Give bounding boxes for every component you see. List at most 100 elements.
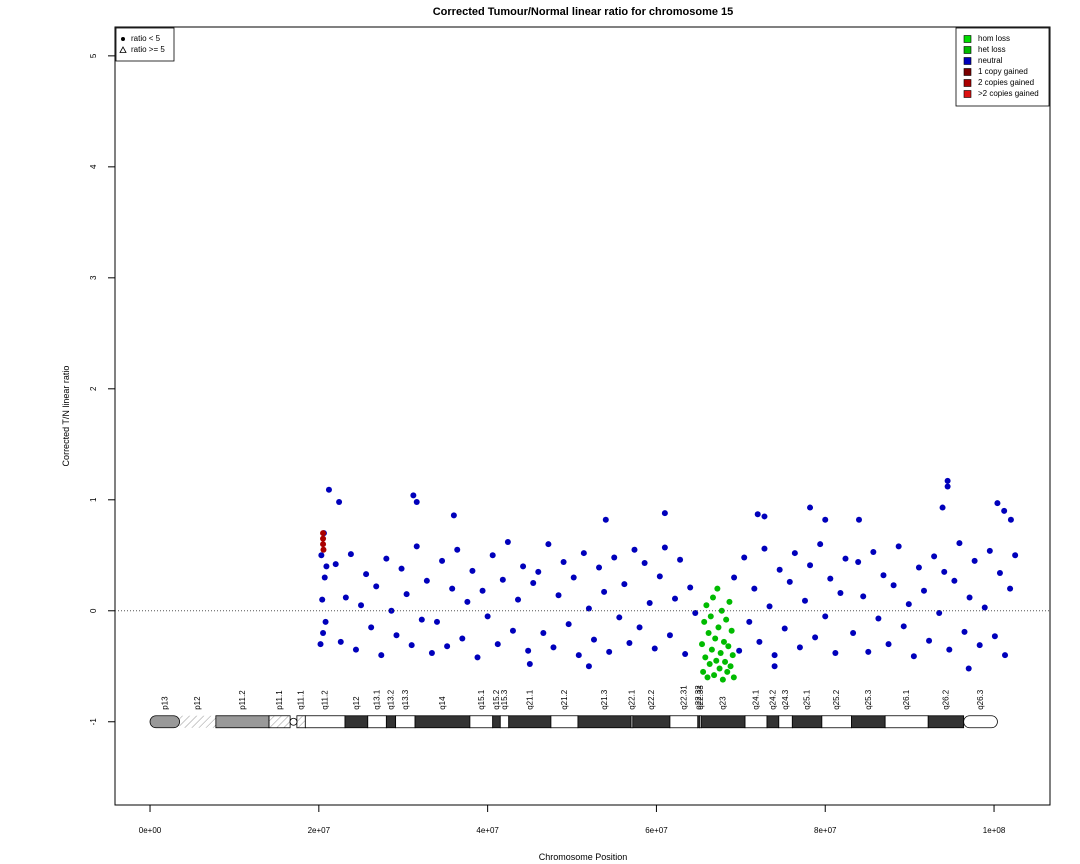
x-tick-label: 8e+07 (814, 826, 837, 835)
legend-swatch (963, 90, 972, 98)
data-point (875, 615, 882, 622)
legend-label: het loss (978, 45, 1006, 54)
band-label: q13.1 (373, 689, 382, 710)
data-point (636, 624, 643, 631)
data-point (352, 646, 359, 653)
ideogram-band (499, 715, 510, 729)
data-point (373, 583, 380, 590)
data-point (711, 672, 718, 679)
legend-label: hom loss (978, 34, 1010, 43)
data-point (504, 538, 511, 545)
data-point (383, 555, 390, 562)
data-point (320, 535, 327, 542)
shape-legend-box (115, 27, 175, 62)
data-point (444, 643, 451, 650)
data-point (724, 668, 731, 675)
data-point (585, 605, 592, 612)
legend-label: neutral (978, 56, 1003, 65)
data-point (870, 548, 877, 555)
legend-label: 2 copies gained (978, 78, 1034, 87)
data-point (393, 632, 400, 639)
band-label: q22.2 (647, 689, 656, 710)
legend-label: ratio < 5 (131, 34, 161, 43)
data-point (641, 560, 648, 567)
data-point (981, 604, 988, 611)
band-label: q15.3 (500, 689, 509, 710)
data-point (590, 636, 597, 643)
data-point (672, 595, 679, 602)
data-point (601, 588, 608, 595)
data-point (723, 616, 730, 623)
legend-label: >2 copies gained (978, 89, 1039, 98)
data-point (944, 483, 951, 490)
data-point (961, 628, 968, 635)
band-label: q13.2 (386, 689, 395, 710)
band-label: q15.1 (477, 689, 486, 710)
band-label: q22.1 (627, 689, 636, 710)
data-point (865, 648, 872, 655)
data-point (837, 590, 844, 597)
data-point (716, 665, 723, 672)
ideogram-band (744, 715, 768, 729)
data-point (423, 577, 430, 584)
ideogram-band (851, 715, 886, 729)
data-point (413, 543, 420, 550)
data-point (991, 633, 998, 640)
data-point (687, 584, 694, 591)
centromere (289, 717, 298, 726)
y-tick-label: -1 (89, 718, 98, 726)
data-point (540, 629, 547, 636)
data-point (656, 573, 663, 580)
data-point (850, 629, 857, 636)
data-point (530, 580, 537, 587)
data-point (347, 551, 354, 558)
band-label: q13.3 (401, 689, 410, 710)
data-point (666, 632, 673, 639)
data-point (585, 663, 592, 670)
data-point (320, 546, 327, 553)
y-tick-label: 0 (89, 608, 98, 613)
data-point (812, 634, 819, 641)
data-point (1001, 507, 1008, 514)
plot-frame (114, 26, 1051, 806)
data-point (469, 567, 476, 574)
data-point (499, 576, 506, 583)
y-tick-label: 4 (89, 164, 98, 169)
data-point (703, 602, 710, 609)
data-point (860, 593, 867, 600)
data-point (832, 649, 839, 656)
data-point (714, 585, 721, 592)
data-point (550, 644, 557, 651)
legend-swatch (963, 68, 972, 76)
ideogram-band (791, 715, 823, 729)
data-point (575, 652, 582, 659)
band-label: q24.2 (768, 689, 777, 710)
data-point (433, 618, 440, 625)
data-point (580, 550, 587, 557)
ideogram-band (492, 715, 501, 729)
data-point (464, 598, 471, 605)
data-point (807, 504, 814, 511)
data-point (951, 577, 958, 584)
data-point (730, 674, 737, 681)
ideogram-band (632, 715, 671, 729)
data-point (526, 661, 533, 668)
data-point (910, 653, 917, 660)
data-point (596, 564, 603, 571)
data-point (706, 661, 713, 668)
x-tick-label: 6e+07 (645, 826, 668, 835)
data-point (931, 553, 938, 560)
ideogram-band (304, 715, 346, 729)
data-point (646, 600, 653, 607)
data-point (827, 575, 834, 582)
band-label: q24.1 (752, 689, 761, 710)
data-point (1007, 585, 1014, 592)
data-point (936, 609, 943, 616)
data-point (966, 594, 973, 601)
ideogram-band (395, 715, 416, 729)
data-point (337, 638, 344, 645)
data-point (715, 624, 722, 631)
data-point (428, 649, 435, 656)
legend-label: ratio >= 5 (131, 45, 165, 54)
